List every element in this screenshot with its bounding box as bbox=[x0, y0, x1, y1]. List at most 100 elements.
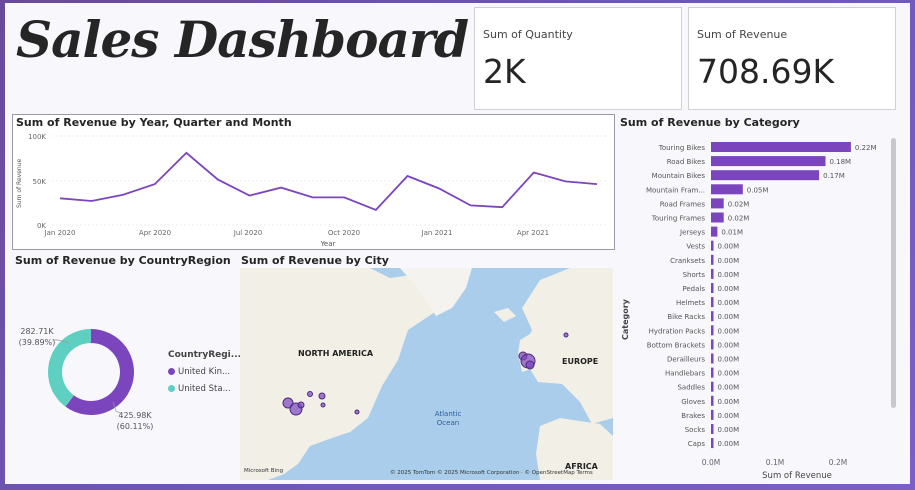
donut-label-us-value: 282.71K bbox=[20, 327, 54, 336]
donut-slice[interactable] bbox=[65, 329, 134, 415]
bar-value-label: 0.18M bbox=[829, 158, 851, 166]
bar[interactable] bbox=[711, 212, 724, 223]
bar[interactable] bbox=[711, 311, 714, 322]
bar[interactable] bbox=[711, 353, 714, 364]
bar-category-label: Bottom Brackets bbox=[647, 341, 706, 349]
bar[interactable] bbox=[711, 240, 714, 251]
kpi-card-revenue[interactable]: Sum of Revenue 708.69K bbox=[688, 7, 896, 110]
map-bubble bbox=[320, 402, 326, 408]
bar-value-label: 0.00M bbox=[718, 440, 740, 448]
line-y-axis-label: Sum of Revenue bbox=[16, 159, 23, 208]
line-chart-card[interactable] bbox=[12, 114, 615, 250]
map-bubbles bbox=[282, 332, 569, 416]
bar-value-label: 0.00M bbox=[718, 398, 740, 406]
bar[interactable] bbox=[711, 325, 714, 336]
line-x-tick: Jul 2020 bbox=[233, 229, 263, 237]
bar-category-label: Road Frames bbox=[660, 200, 706, 208]
bar[interactable] bbox=[711, 268, 714, 279]
bar[interactable] bbox=[711, 367, 714, 378]
bar[interactable] bbox=[711, 297, 714, 308]
legend-item-us[interactable]: United Sta... bbox=[168, 384, 231, 394]
donut-leader-line bbox=[112, 401, 121, 414]
kpi-revenue-value: 708.69K bbox=[697, 52, 835, 91]
map-bubble bbox=[282, 397, 294, 409]
revenue-line bbox=[59, 151, 598, 211]
map-label-africa: AFRICA bbox=[565, 462, 598, 471]
map-label-north-america: NORTH AMERICA bbox=[298, 349, 374, 358]
bar-category-label: Saddles bbox=[677, 384, 705, 392]
bar[interactable] bbox=[711, 170, 820, 181]
bar[interactable] bbox=[711, 198, 724, 209]
bar-value-label: 0.00M bbox=[718, 299, 740, 307]
legend-label-uk: United Kin... bbox=[178, 367, 231, 377]
bar-category-label: Bike Racks bbox=[667, 313, 705, 321]
bar-value-label: 0.00M bbox=[718, 271, 740, 279]
bar-value-label: 0.00M bbox=[718, 426, 740, 434]
land-africa bbox=[536, 418, 613, 480]
bar[interactable] bbox=[711, 226, 718, 237]
bar-chart-title: Sum of Revenue by Category bbox=[620, 116, 800, 129]
bar-x-tick: 0.1M bbox=[766, 458, 784, 467]
line-y-tick: 50K bbox=[33, 178, 47, 186]
kpi-quantity-label: Sum of Quantity bbox=[483, 28, 573, 41]
bar-category-label: Gloves bbox=[681, 398, 705, 406]
map-bubble bbox=[318, 392, 326, 400]
bar-scrollbar[interactable] bbox=[891, 138, 896, 408]
map-land bbox=[240, 268, 613, 480]
category-bar-chart[interactable]: Category Sum of Revenue 0.0M 0.1M 0.2M T… bbox=[615, 130, 905, 482]
line-x-tick: Apr 2020 bbox=[139, 229, 171, 237]
map-bubble bbox=[563, 332, 569, 338]
bar-value-label: 0.00M bbox=[718, 285, 740, 293]
city-map[interactable]: NORTH AMERICA EUROPE AFRICA Atlantic Ocea… bbox=[240, 268, 613, 480]
bar-value-label: 0.17M bbox=[823, 172, 845, 180]
bar-category-label: Socks bbox=[685, 426, 706, 434]
bar-category-label: Touring Frames bbox=[651, 215, 706, 223]
bar-value-label: 0.00M bbox=[718, 356, 740, 364]
bar-category-label: Pedals bbox=[682, 285, 705, 293]
page-title: Sales Dashboard bbox=[16, 10, 469, 69]
line-x-axis-label: Year bbox=[320, 240, 336, 248]
bar[interactable] bbox=[711, 409, 714, 420]
bar-value-label: 0.00M bbox=[718, 313, 740, 321]
bar-category-label: Touring Bikes bbox=[658, 144, 706, 152]
donut-slice[interactable] bbox=[47, 329, 91, 407]
bar-category-label: Cranksets bbox=[670, 257, 705, 265]
bar[interactable] bbox=[711, 254, 714, 265]
line-y-tick: 100K bbox=[28, 133, 46, 141]
bar[interactable] bbox=[711, 438, 714, 449]
legend-label-us: United Sta... bbox=[178, 384, 231, 394]
map-attribution: © 2025 TomTom © 2025 Microsoft Corporati… bbox=[390, 470, 593, 476]
map-bubble bbox=[297, 401, 305, 409]
bar[interactable] bbox=[711, 184, 743, 195]
line-x-tick: Jan 2021 bbox=[421, 229, 453, 237]
donut-chart[interactable]: 282.71K (39.89%) 425.98K (60.11%) bbox=[12, 266, 237, 478]
bar-x-axis-label: Sum of Revenue bbox=[762, 471, 832, 481]
bar-value-label: 0.00M bbox=[718, 412, 740, 420]
donut-title: Sum of Revenue by CountryRegion bbox=[15, 254, 231, 267]
bar-category-label: Derailleurs bbox=[667, 356, 705, 364]
bar-value-label: 0.00M bbox=[718, 384, 740, 392]
bar-category-label: Jerseys bbox=[679, 229, 705, 237]
bar[interactable] bbox=[711, 424, 714, 434]
bar-value-label: 0.05M bbox=[747, 186, 769, 194]
bar[interactable] bbox=[711, 283, 714, 293]
map-bubble bbox=[354, 409, 360, 415]
land-iceland bbox=[494, 308, 516, 322]
bar[interactable] bbox=[711, 339, 714, 350]
legend-dot-us bbox=[168, 385, 175, 392]
bar[interactable] bbox=[711, 381, 714, 392]
line-y-tick: 0K bbox=[37, 222, 46, 230]
line-chart[interactable]: 100K 50K 0K Sum of Revenue Jan 2020 Apr … bbox=[12, 128, 615, 250]
bar-value-label: 0.00M bbox=[718, 370, 740, 378]
kpi-card-quantity[interactable]: Sum of Quantity 2K bbox=[474, 7, 682, 110]
bar-category-label: Mountain Bikes bbox=[652, 172, 706, 180]
bar[interactable] bbox=[711, 156, 826, 167]
bar-category-label: Brakes bbox=[681, 412, 705, 420]
bar[interactable] bbox=[711, 142, 851, 152]
bar[interactable] bbox=[711, 395, 714, 406]
donut-legend-title: CountryRegi... bbox=[168, 350, 242, 360]
legend-item-uk[interactable]: United Kin... bbox=[168, 367, 230, 377]
kpi-quantity-value: 2K bbox=[483, 52, 526, 91]
land-north-america bbox=[240, 268, 445, 480]
bar-value-label: 0.02M bbox=[728, 200, 750, 208]
